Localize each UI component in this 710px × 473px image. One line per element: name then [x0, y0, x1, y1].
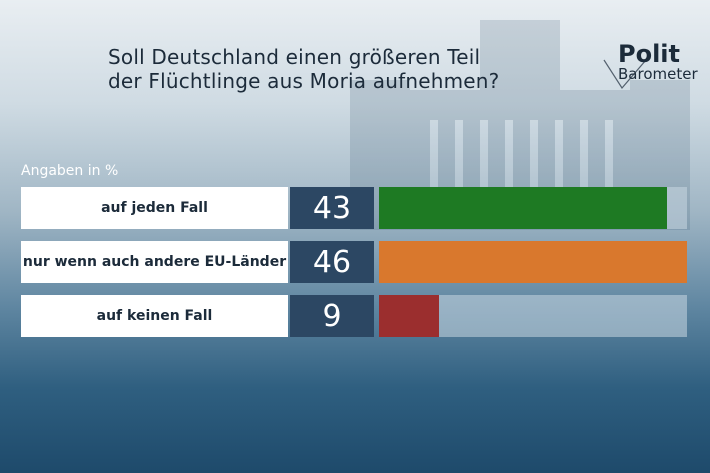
bar [379, 241, 687, 283]
category-label: auf jeden Fall [21, 187, 288, 229]
bar-track [379, 241, 687, 283]
bar-track [379, 295, 687, 337]
bar [379, 295, 439, 337]
category-label: nur wenn auch andere EU-Länder [21, 241, 288, 283]
bar [379, 187, 667, 229]
unit-label: Angaben in % [21, 163, 119, 179]
politbarometer-logo: Polit Barometer [598, 40, 708, 92]
value-label: 43 [290, 187, 374, 229]
logo-line-2: Barometer [618, 65, 698, 83]
chart-title: Soll Deutschland einen größeren Teil der… [108, 45, 499, 93]
logo-line-1: Polit [618, 40, 681, 68]
title-line-1: Soll Deutschland einen größeren Teil [108, 45, 481, 69]
title-line-2: der Flüchtlinge aus Moria aufnehmen? [108, 69, 500, 93]
value-label: 9 [290, 295, 374, 337]
reichstag-background [350, 20, 690, 230]
category-label: auf keinen Fall [21, 295, 288, 337]
value-label: 46 [290, 241, 374, 283]
bar-track [379, 187, 687, 229]
checkmark-icon [603, 59, 647, 90]
